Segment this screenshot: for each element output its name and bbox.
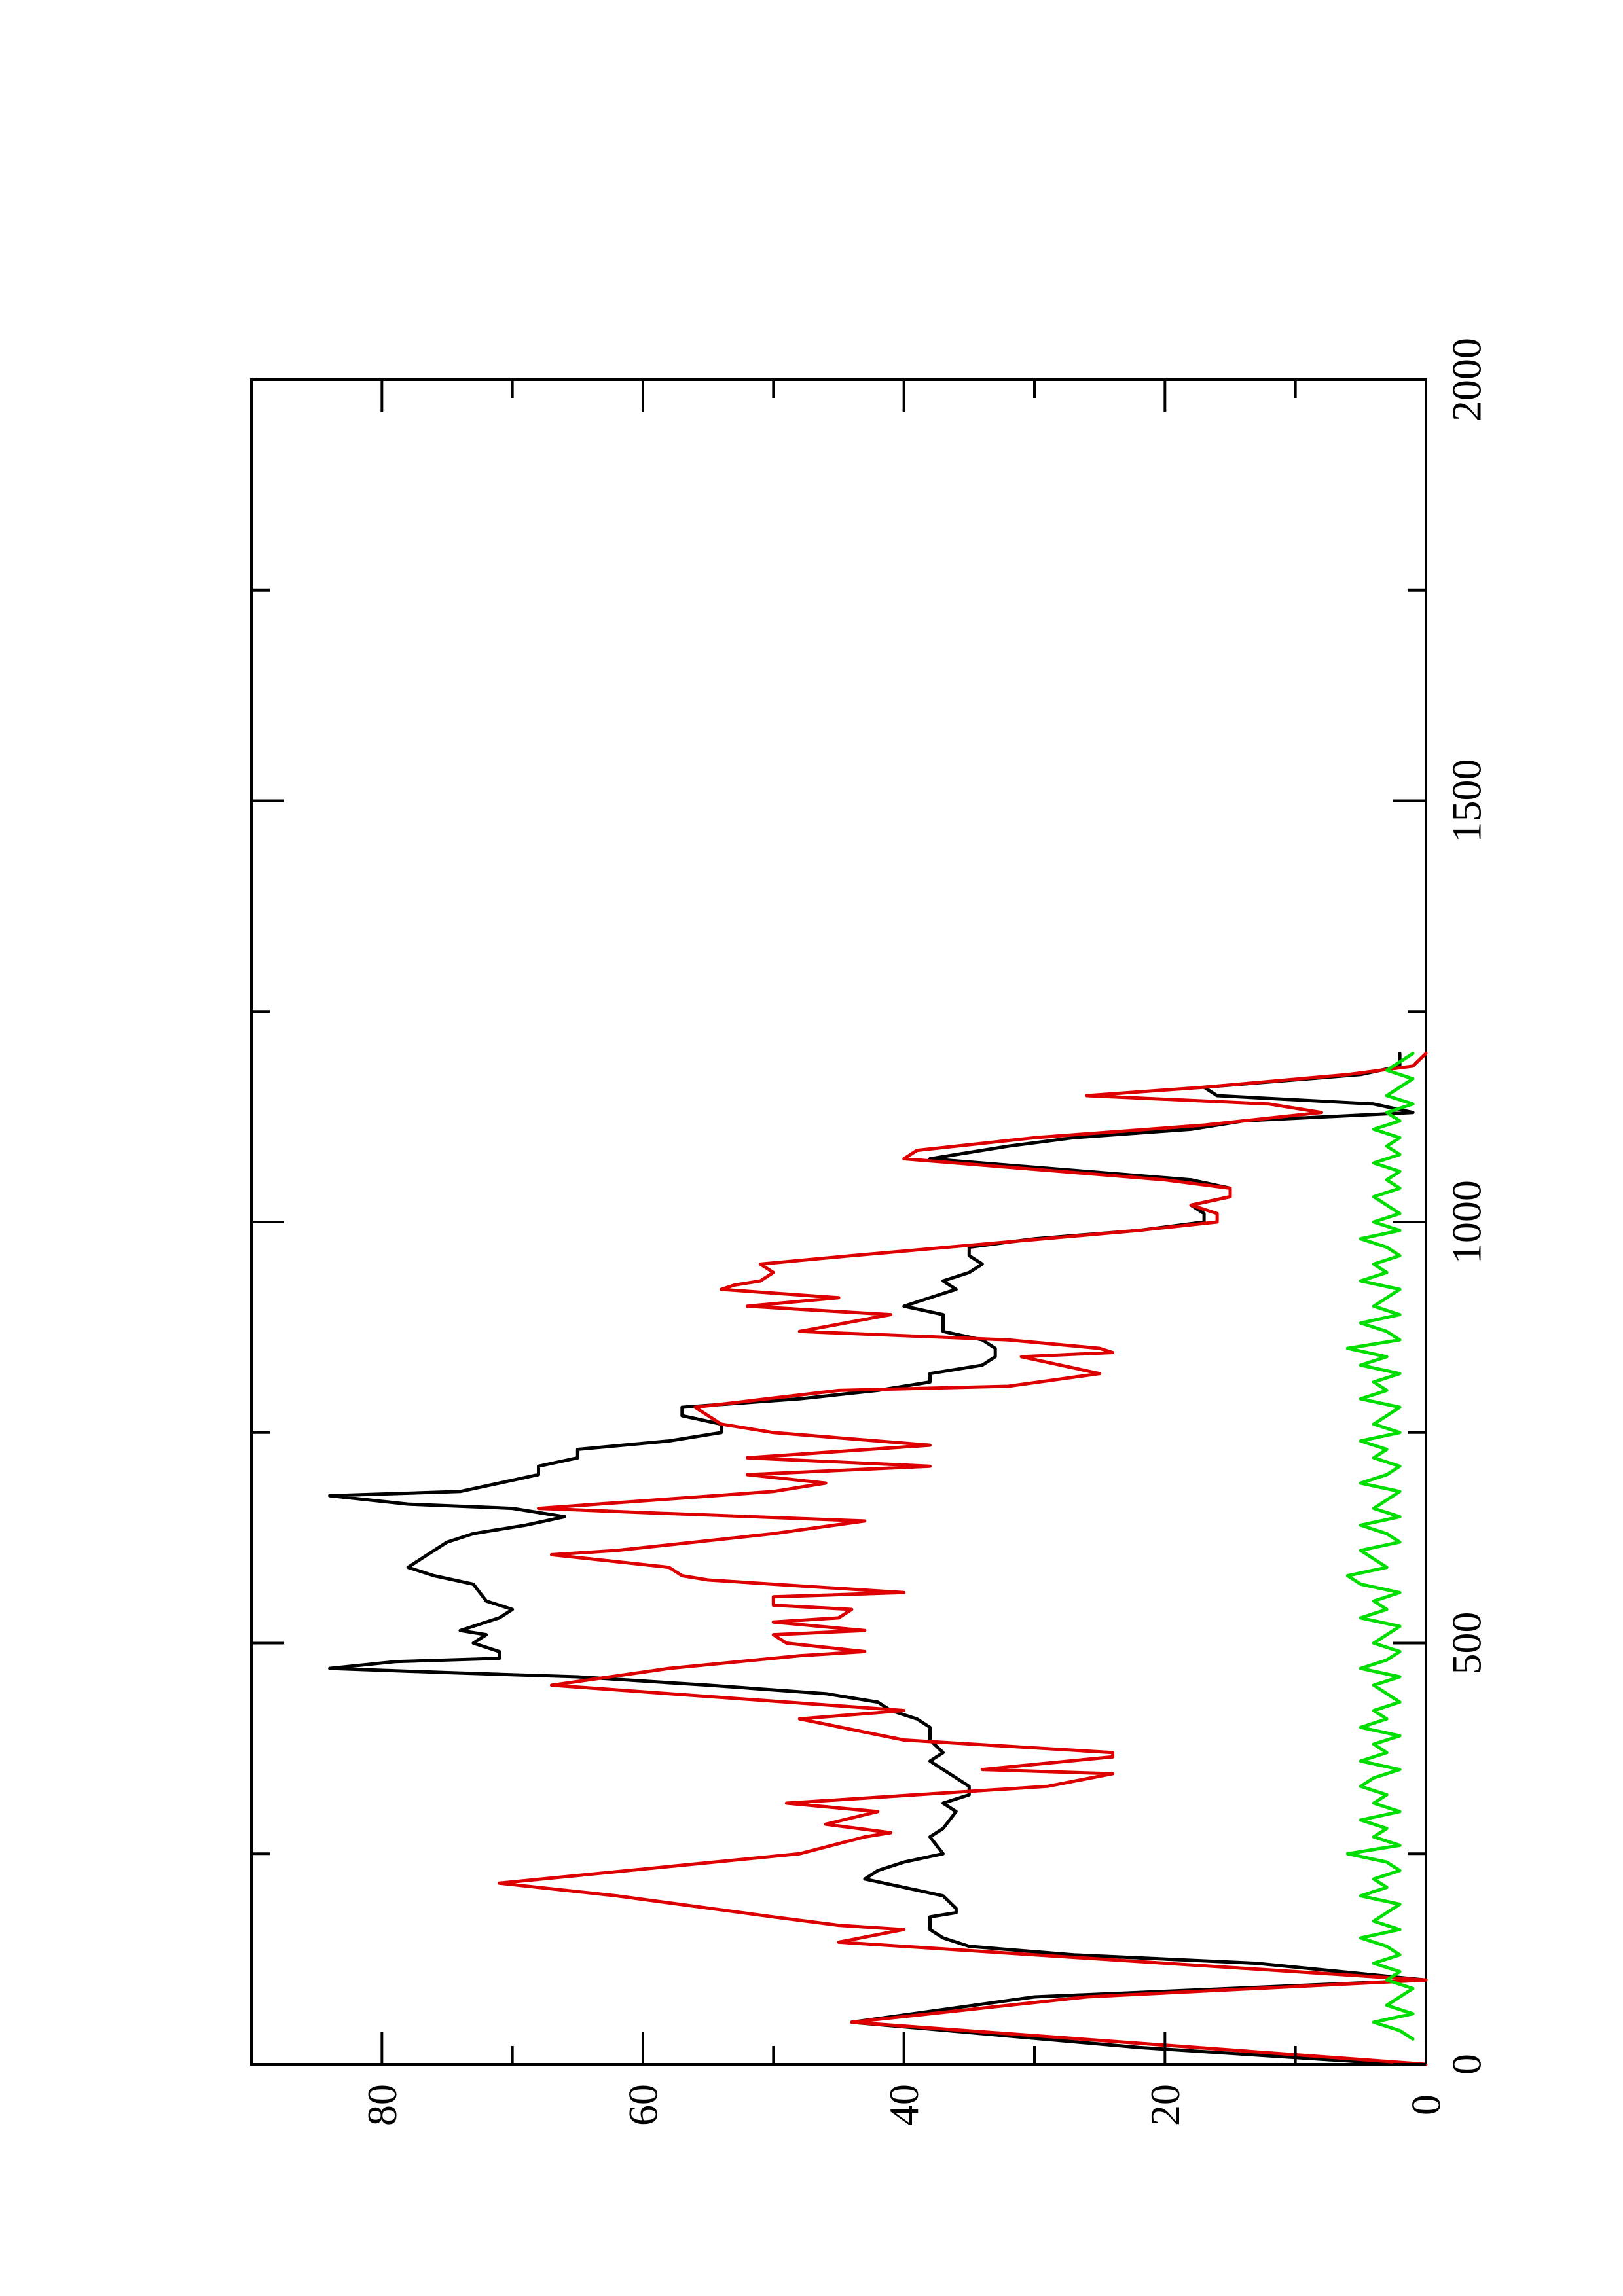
x-axis-tick-labels: 0 500 1000 1500 2000 xyxy=(1444,338,1490,2075)
plot-area xyxy=(250,378,1427,2066)
y-axis-tick-labels: 0 20 40 60 80 xyxy=(359,2084,1450,2126)
series-line-2 xyxy=(498,1052,1428,2066)
x-tick-label: 1500 xyxy=(1444,759,1490,843)
x-tick-label: 1000 xyxy=(1444,1180,1490,1264)
y-tick-label: 40 xyxy=(881,2084,927,2126)
x-tick-label: 2000 xyxy=(1444,338,1490,422)
y-tick-label: 20 xyxy=(1142,2084,1188,2126)
axis-ticks xyxy=(250,378,1427,2066)
y-tick-label: 60 xyxy=(620,2084,666,2126)
series-group xyxy=(328,1052,1428,2066)
y-tick-label: 80 xyxy=(359,2084,405,2126)
plot-frame xyxy=(250,378,1427,2066)
y-tick-label: 0 xyxy=(1403,2094,1450,2115)
series-line-1 xyxy=(328,1052,1428,2066)
x-tick-label: 500 xyxy=(1444,1612,1490,1675)
x-tick-label: 0 xyxy=(1444,2054,1490,2075)
series-line-3 xyxy=(1345,1052,1415,2041)
